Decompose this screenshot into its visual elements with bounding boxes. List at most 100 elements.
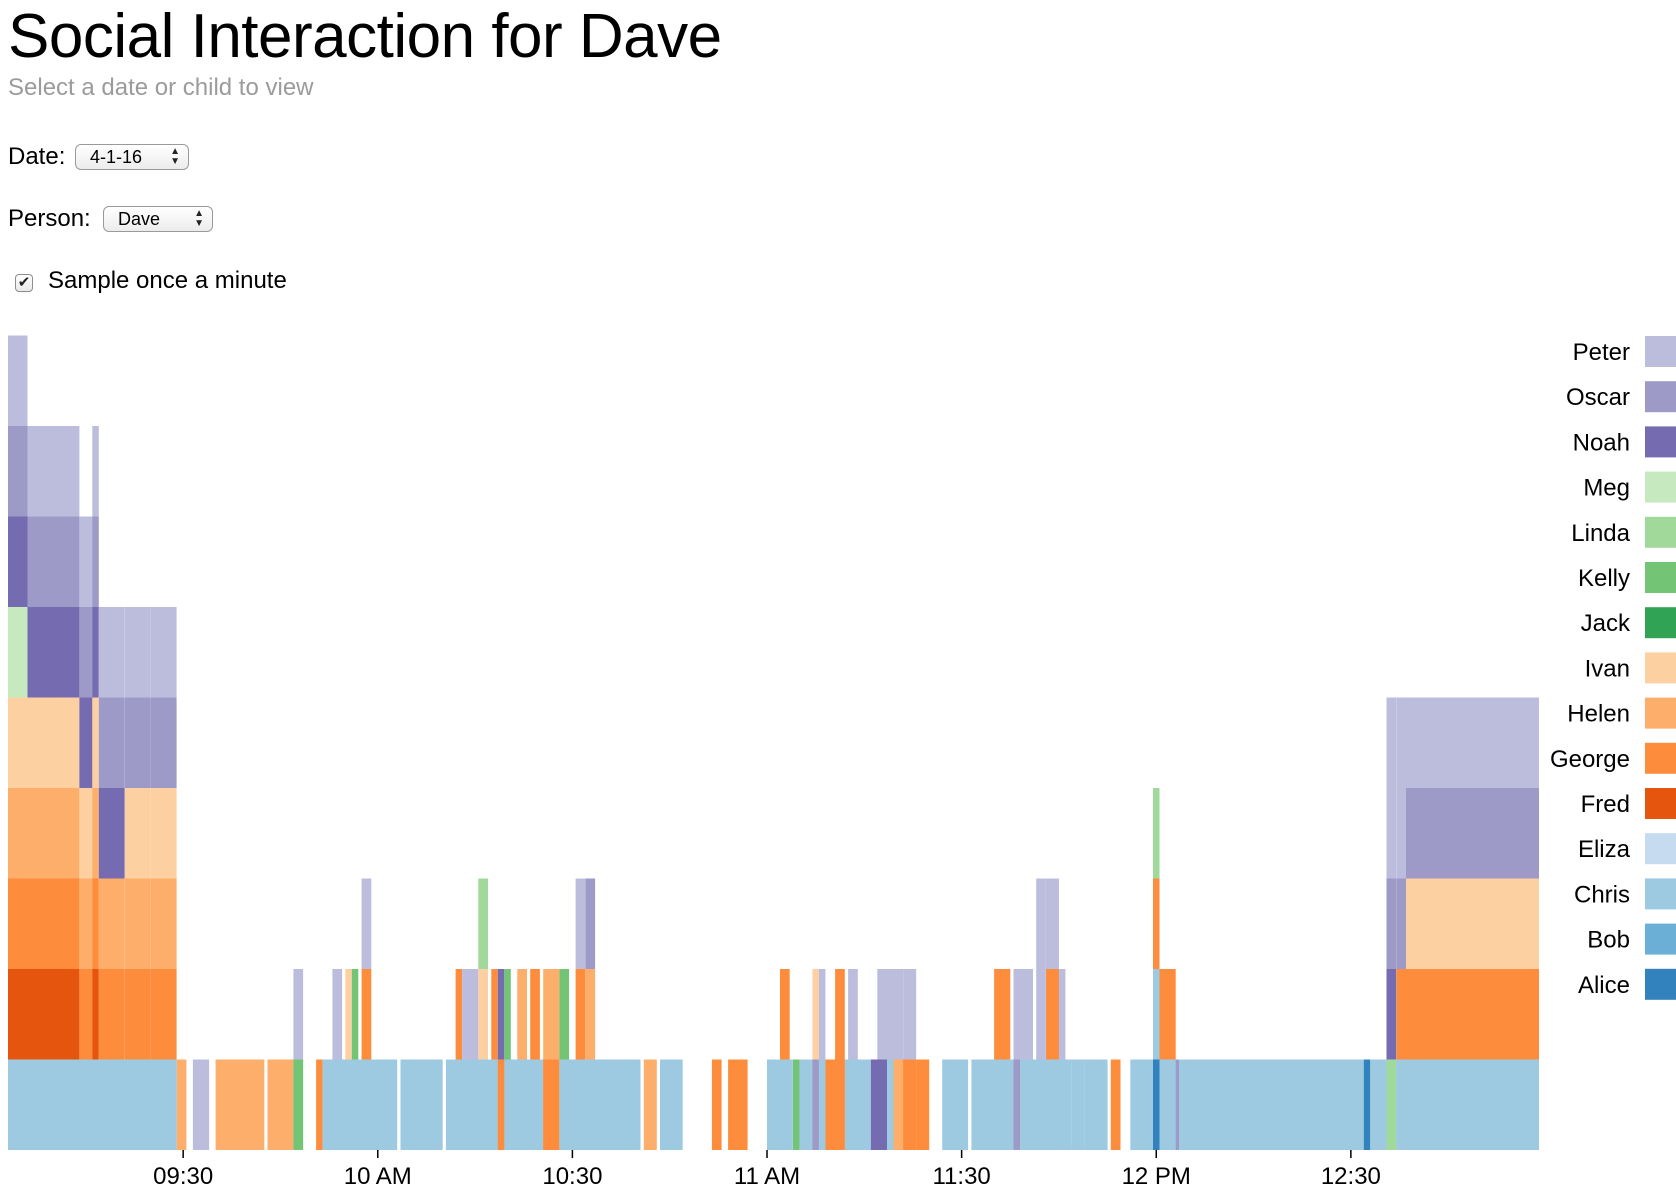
up-down-chevron-icon: ▲ ▼ [194,208,204,229]
legend-swatch-oscar [1645,381,1676,413]
date-select[interactable]: 4-1-16 ▲ ▼ [75,144,189,170]
bar-helen [150,878,177,969]
bar-george [98,969,125,1060]
bar-oscar [150,697,177,788]
bar-peter [1020,969,1033,1060]
bar-ivan [27,697,80,788]
page-subtitle: Select a date or child to view [8,74,314,101]
bar-fred [27,969,80,1060]
x-tick-label: 10 AM [344,1163,412,1190]
bar-ivan [124,788,151,879]
bar-kelly [559,969,570,1060]
bar-george [27,878,80,969]
legend-label-fred: Fred [1581,791,1630,818]
bar-peter [903,969,917,1060]
bar-george [835,969,845,1060]
bar-george [835,1059,845,1150]
bar-helen [517,969,527,1060]
bar-ivan [1419,878,1539,969]
bar-linda [478,878,488,969]
legend-swatch-meg [1645,471,1676,503]
legend-swatch-ivan [1645,652,1676,684]
bar-helen [8,788,28,879]
x-axis: 09:30 10 AM 10:30 11 AM 11:30 12 PM 12:30 [153,1150,1381,1190]
bar-george [1419,969,1539,1060]
bar-peter [1046,878,1059,969]
person-select[interactable]: Dave ▲ ▼ [103,206,213,232]
bar-oscar [1386,878,1397,969]
bar-george [150,969,177,1060]
bar-peter [1396,697,1406,788]
x-tick-label: 11:30 [932,1163,990,1190]
bar-kelly [793,1059,800,1150]
bar-chris [124,1059,151,1150]
bar-chris [27,1059,80,1150]
bar-george [497,1059,505,1150]
bar-george [316,1059,323,1150]
bar-peter [27,426,80,517]
bar-ivan [150,788,177,879]
legend-label-jack: Jack [1581,610,1631,637]
legend-swatch-chris [1645,878,1676,910]
bar-chris [1153,969,1160,1060]
bar-chris [1396,1059,1406,1150]
bar-oscar [79,607,93,698]
bar-ivan [1406,878,1419,969]
bar-chris [98,1059,125,1150]
legend-swatch-alice [1645,968,1676,1000]
legend: Peter Oscar Noah Meg Linda Kelly Jack Ivan Helen… [1550,336,1676,1000]
bar-peter [1386,697,1397,788]
legend-label-oscar: Oscar [1566,384,1630,411]
sample-checkbox[interactable]: ✔ [15,274,33,292]
bar-peter [887,969,897,1060]
person-select-value: Dave [118,209,161,229]
bar-chris [478,1059,488,1150]
bar-helen [585,969,596,1060]
legend-label-ivan: Ivan [1585,655,1630,682]
bar-helen [643,1059,657,1150]
bar-george [79,969,93,1060]
bar-chris [491,1059,498,1150]
bar-chris [1406,1059,1419,1150]
legend-swatch-george [1645,742,1676,774]
bar-chris [887,1059,897,1150]
legend-label-alice: Alice [1578,972,1630,999]
bar-george [92,878,99,969]
x-tick-label: 11 AM [734,1163,800,1190]
bar-george [491,969,498,1060]
bar-noah [877,1059,887,1150]
bar-george [361,969,372,1060]
legend-swatch-eliza [1645,833,1676,865]
bar-peter [1396,788,1406,879]
bar-peter [1058,969,1066,1060]
legend-swatch-helen [1645,697,1676,729]
bar-george [575,969,586,1060]
bar-peter [1013,969,1020,1060]
bar-oscar [1406,788,1419,879]
bar-george [8,878,28,969]
bar-helen [124,878,151,969]
bar-helen [176,1059,187,1150]
bar-peter [124,607,151,698]
bar-peter [1406,697,1419,788]
legend-swatch-jack [1645,607,1676,639]
bar-kelly [504,969,511,1060]
legend-swatch-noah [1645,426,1676,458]
bar-chris [150,1059,177,1150]
bar-fred [8,969,28,1060]
bar-chris [994,1059,1011,1150]
checkmark-icon: ✔ [17,274,31,291]
bar-oscar [1013,1059,1020,1150]
legend-swatch-kelly [1645,562,1676,593]
bar-george [1396,969,1406,1060]
bar-peter [79,516,93,607]
sample-label: Sample once a minute [48,267,287,294]
bar-alice [1153,1059,1160,1150]
bar-helen [98,878,125,969]
bar-chris [517,1059,527,1150]
bar-oscar [585,878,596,969]
bar-ivan [79,788,93,879]
legend-swatch-fred [1645,788,1676,819]
bar-chris [848,1059,858,1150]
bar-chris [1130,1059,1153,1150]
